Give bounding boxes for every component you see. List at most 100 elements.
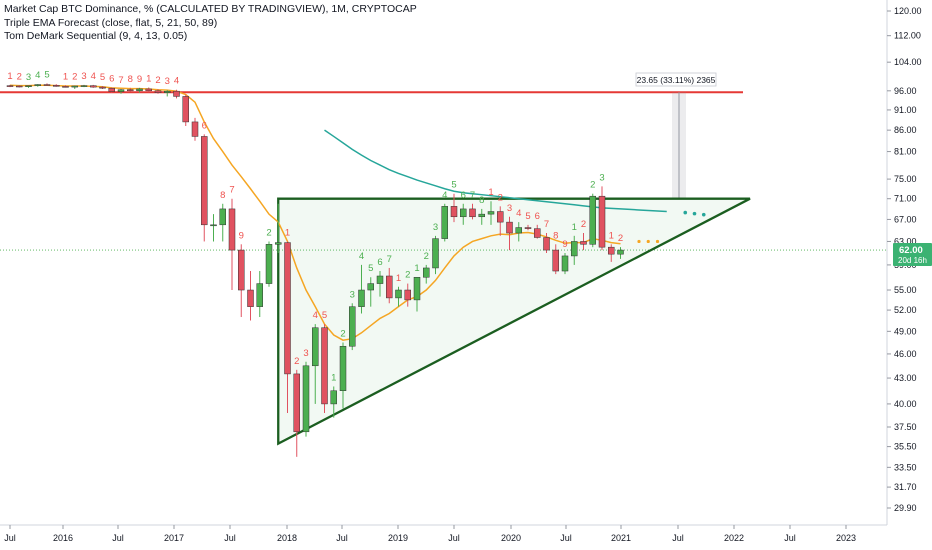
td-count-label: 8 (128, 74, 133, 85)
ema-fast-forecast-dot (637, 239, 641, 244)
candle (43, 83, 51, 86)
ema-slow-forecast-dot (692, 211, 697, 216)
td-count-label: 4 (35, 70, 40, 81)
candle (534, 224, 541, 239)
price-tick-label: 96.00 (894, 86, 917, 96)
candle-body (506, 221, 513, 234)
candle-body (99, 86, 106, 89)
candle (413, 276, 421, 312)
td-count-label: 9 (239, 230, 244, 241)
candle (404, 283, 411, 307)
td-count-label: 7 (229, 185, 234, 196)
candle-body (358, 289, 365, 307)
td-count-label: 3 (81, 71, 86, 82)
candle (423, 264, 430, 284)
td-count-label: 2 (155, 75, 160, 86)
candle-body (515, 227, 522, 234)
price-tick-label: 55.00 (894, 285, 917, 295)
ema-slow-forecast-dot (701, 212, 706, 217)
ema-fast-forecast-dot (655, 239, 660, 244)
candle (284, 241, 291, 413)
candle (127, 87, 134, 92)
candle-body (90, 85, 97, 88)
candle-body (386, 275, 393, 299)
candle-body (43, 84, 51, 86)
candle-body (210, 224, 217, 227)
last-price-value: 62.00 (899, 245, 923, 256)
candle (395, 286, 402, 307)
time-tick-label: 2022 (724, 533, 744, 543)
td-count-label: 2 (17, 71, 22, 82)
candle-body (6, 85, 14, 87)
candle (25, 85, 32, 88)
price-tick-label: 43.00 (894, 373, 917, 383)
candle-body (145, 88, 152, 92)
td-count-label: 1 (146, 73, 151, 84)
candle-body (321, 327, 328, 405)
td-count-label: 2 (424, 251, 429, 262)
candle-body (589, 195, 596, 245)
td-count-label: 1 (285, 227, 290, 238)
td-count-label: 1 (331, 372, 336, 383)
price-tick-label: 112.00 (894, 31, 921, 41)
candle-body (164, 90, 171, 93)
td-count-label: 4 (91, 71, 96, 82)
candle-body (460, 208, 467, 218)
time-tick-label: 2019 (388, 533, 408, 543)
td-count-label: 8 (479, 195, 484, 206)
td-count-label: 6 (535, 211, 540, 222)
candle (238, 244, 245, 318)
candle (210, 214, 217, 242)
candle (524, 224, 532, 231)
candle-body (62, 86, 69, 88)
candle (265, 241, 273, 287)
td-count-label: 4 (359, 251, 364, 262)
time-tick-label: Jul (336, 533, 348, 543)
candle-body (80, 85, 88, 87)
candle (552, 244, 559, 275)
legend-symbol-title[interactable]: Market Cap BTC Dominance, % (CALCULATED … (4, 3, 417, 15)
price-tick-label: 29.90 (894, 503, 917, 513)
legend-indicator-td[interactable]: Tom DeMark Sequential (9, 4, 13, 0.05) (4, 30, 188, 42)
candle-body (16, 85, 23, 88)
candle-body (478, 213, 485, 218)
time-tick-label: Jul (672, 533, 684, 543)
candle-body (34, 84, 41, 86)
candle-body (524, 227, 532, 229)
candle (293, 369, 300, 457)
candle (561, 252, 569, 275)
td-count-label: 2 (498, 192, 503, 203)
td-count-label: 3 (303, 348, 308, 359)
candle-body (561, 255, 569, 272)
price-tick-label: 46.00 (894, 349, 917, 359)
candle (191, 117, 199, 141)
td-count-label: 2 (590, 180, 595, 191)
time-axis[interactable]: Jul 2016 Jul 2017 Jul 2018 Jul 2019 Jul 2020 Jul 20… (0, 524, 887, 543)
price-tick-label: 35.50 (894, 442, 917, 452)
td-count-label: 2 (72, 72, 77, 83)
td-count-label: 4 (442, 190, 447, 201)
candle-body (432, 238, 439, 269)
measure-tool[interactable]: 23.65 (33.11%) 2365 (635, 72, 717, 199)
candle-body (543, 237, 550, 251)
td-count-label: 9 (137, 74, 142, 85)
candle-body (571, 241, 578, 257)
td-count-label: 1 (396, 273, 401, 284)
legend-indicator-ema[interactable]: Triple EMA Forecast (close, flat, 5, 21,… (4, 16, 218, 29)
candle (90, 84, 97, 88)
candle (460, 203, 467, 225)
candle (330, 386, 337, 418)
candle (487, 201, 495, 225)
candle (515, 222, 522, 242)
price-axis[interactable]: 120.00 112.00 104.00 96.00 91.00 86.00 81.00 75… (886, 0, 922, 525)
candle (432, 235, 439, 275)
time-tick-label: 2021 (611, 533, 631, 543)
candle-body (53, 85, 60, 87)
candle (608, 244, 615, 262)
ema-fast-forecast-dot (646, 239, 650, 244)
time-tick-label: Jul (448, 533, 460, 543)
candle-body (339, 345, 347, 392)
td-count-label: 3 (599, 172, 604, 183)
